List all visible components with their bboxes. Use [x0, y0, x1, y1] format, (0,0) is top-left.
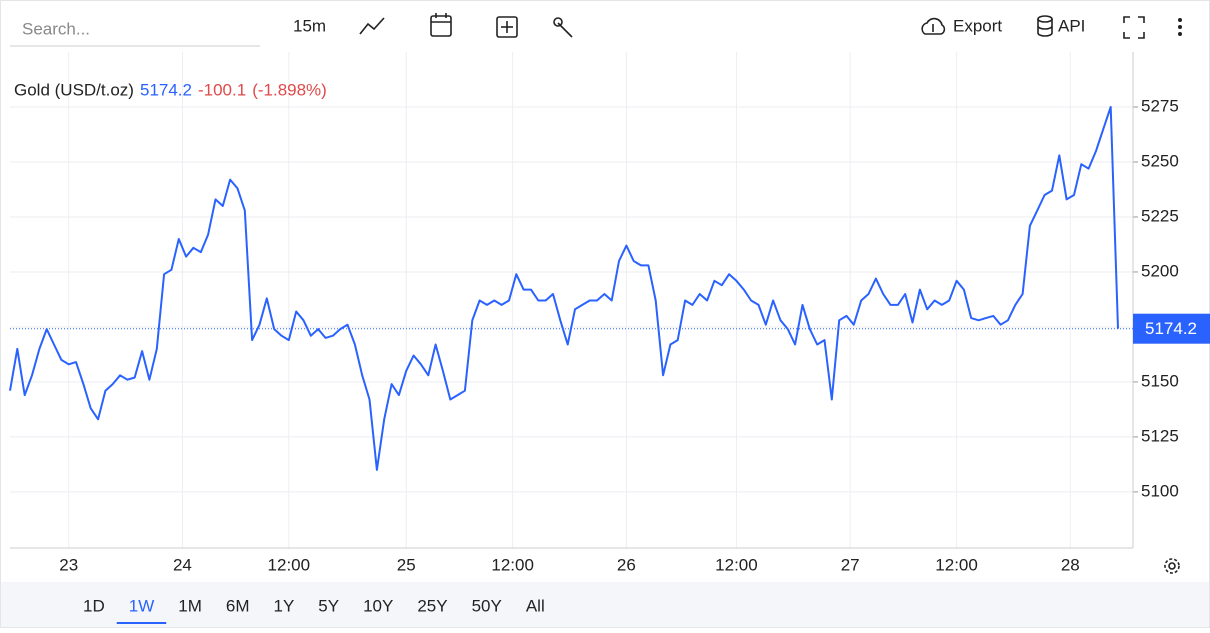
- y-tick-label: 5200: [1141, 261, 1179, 280]
- fullscreen-icon[interactable]: [1123, 16, 1145, 39]
- chart-title: Gold (USD/t.oz): [14, 80, 134, 99]
- calendar-icon[interactable]: [430, 13, 452, 37]
- x-tick-label: 25: [397, 555, 416, 574]
- x-tick-label: 24: [173, 555, 192, 574]
- range-button[interactable]: 6M: [226, 596, 250, 615]
- x-tick-label: 23: [59, 555, 78, 574]
- x-tick-label: 12:00: [715, 555, 758, 574]
- y-tick-label: 5275: [1141, 96, 1179, 115]
- chart-type-icon[interactable]: [359, 17, 385, 35]
- range-button[interactable]: 1W: [129, 596, 155, 615]
- price-change: -100.1: [198, 80, 246, 99]
- range-button[interactable]: 10Y: [363, 596, 393, 615]
- y-tick-label: 5225: [1141, 206, 1179, 225]
- y-tick-label: 5250: [1141, 151, 1179, 170]
- x-tick-label: 28: [1061, 555, 1080, 574]
- x-tick-label: 27: [841, 555, 860, 574]
- api-icon[interactable]: [1037, 15, 1053, 37]
- x-tick-label: 26: [617, 555, 636, 574]
- y-tick-label: 5150: [1141, 371, 1179, 390]
- range-button[interactable]: 1Y: [273, 596, 294, 615]
- x-tick-label: 12:00: [491, 555, 534, 574]
- x-tick-label: 12:00: [935, 555, 978, 574]
- range-button[interactable]: 1M: [178, 596, 202, 615]
- range-button[interactable]: 25Y: [417, 596, 447, 615]
- interval-button[interactable]: 15m: [293, 16, 326, 35]
- range-button[interactable]: All: [526, 596, 545, 615]
- toolbar: Search... 15m Export API: [10, 13, 1182, 47]
- x-tick-label: 12:00: [268, 555, 311, 574]
- price-change-percent: (-1.898%): [252, 80, 327, 99]
- range-buttons: 1D 1W 1M 6M 1Y 5Y 10Y 25Y 50Y All: [83, 596, 545, 624]
- export-button[interactable]: Export: [953, 16, 1002, 35]
- price-line: [9, 106, 1119, 471]
- y-tick-label: 5100: [1141, 481, 1179, 500]
- settings-wrench-icon[interactable]: [553, 17, 573, 38]
- range-bar: [1, 582, 1209, 627]
- add-icon[interactable]: [496, 16, 518, 38]
- plot: 51005125515051755200522552505275232412:0…: [9, 52, 1210, 574]
- range-button[interactable]: 1D: [83, 596, 105, 615]
- gear-icon[interactable]: [1164, 558, 1180, 574]
- range-button[interactable]: 5Y: [318, 596, 339, 615]
- search-input[interactable]: Search...: [22, 19, 90, 38]
- last-price-label: 5174.2: [1145, 319, 1197, 338]
- y-tick-label: 5125: [1141, 426, 1179, 445]
- menu-icon[interactable]: [1178, 18, 1182, 36]
- legend: Gold (USD/t.oz) 5174.2 -100.1 (-1.898%): [14, 80, 327, 99]
- last-price-badge: [1133, 313, 1210, 344]
- range-selected-underline: [116, 622, 167, 624]
- range-button[interactable]: 50Y: [472, 596, 502, 615]
- export-icon[interactable]: [921, 17, 946, 35]
- last-price: 5174.2: [140, 80, 192, 99]
- api-button[interactable]: API: [1058, 16, 1085, 35]
